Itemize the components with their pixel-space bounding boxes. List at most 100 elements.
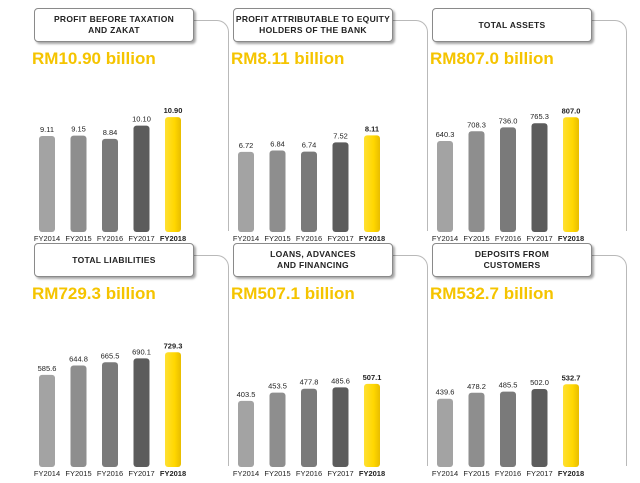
data-label: 708.3 — [467, 120, 486, 129]
category-label: FY2014 — [34, 469, 60, 478]
chart-panel: TOTAL ASSETS RM807.0 billion 640.3 FY2014 70… — [430, 8, 630, 243]
bar-fy2018 — [563, 384, 579, 467]
data-label: 665.5 — [101, 351, 120, 360]
bar-fy2017 — [332, 142, 349, 232]
bar-fy2018 — [563, 117, 579, 232]
chart-panel: DEPOSITS FROM CUSTOMERS RM532.7 billion 43… — [430, 243, 630, 478]
bar-fy2017 — [531, 123, 548, 232]
category-label: FY2016 — [296, 234, 322, 243]
data-label: 9.11 — [40, 125, 54, 134]
data-label: 7.52 — [333, 131, 348, 140]
headline-value: RM507.1 billion — [231, 284, 355, 303]
data-label: 640.3 — [436, 130, 455, 139]
data-label: 485.5 — [499, 381, 518, 390]
bar-fy2014 — [238, 400, 254, 467]
headline-value: RM807.0 billion — [430, 49, 554, 68]
chart-panel: PROFIT BEFORE TAXATION AND ZAKAT RM10.90 … — [32, 8, 232, 243]
headline-value: RM532.7 billion — [430, 284, 554, 303]
headline-value: RM10.90 billion — [32, 49, 156, 68]
data-label: 690.1 — [132, 347, 151, 356]
bar-fy2014 — [39, 374, 55, 467]
bar-fy2016 — [301, 151, 317, 232]
data-label: 439.6 — [436, 388, 455, 397]
chart-title: PROFIT ATTRIBUTABLE TO EQUITY HOLDERS OF… — [233, 8, 393, 42]
bar-fy2014 — [437, 140, 453, 232]
chart-title: DEPOSITS FROM CUSTOMERS — [432, 243, 592, 277]
bar-fy2015 — [269, 392, 286, 467]
data-label: 8.11 — [365, 124, 379, 133]
data-label: 736.0 — [499, 116, 518, 125]
bar-fy2015 — [269, 150, 286, 232]
bar-fy2018 — [364, 135, 380, 232]
category-label: FY2014 — [432, 469, 458, 478]
bar-fy2017 — [133, 358, 150, 467]
headline-value: RM8.11 billion — [231, 49, 345, 68]
data-label: 10.90 — [164, 106, 183, 115]
category-label: FY2017 — [526, 469, 552, 478]
bar-fy2016 — [500, 391, 516, 467]
bar-fy2017 — [332, 387, 349, 467]
bar-chart: 6.72 FY2014 6.84 FY2015 6.74 FY2016 7.52 FY2017… — [233, 124, 385, 243]
headline-value: RM729.3 billion — [32, 284, 156, 303]
category-label: FY2018 — [558, 469, 584, 478]
data-label: 765.3 — [530, 112, 549, 121]
data-label: 729.3 — [164, 341, 183, 350]
data-label: 585.6 — [38, 364, 57, 373]
category-label: FY2018 — [359, 234, 385, 243]
category-label: FY2015 — [65, 234, 91, 243]
bar-fy2014 — [39, 136, 55, 232]
category-label: FY2014 — [233, 234, 259, 243]
bar-fy2018 — [165, 352, 181, 467]
bar-chart: 439.6 FY2014 478.2 FY2015 485.5 FY2016 502.0 FY… — [432, 373, 584, 478]
category-label: FY2015 — [264, 234, 290, 243]
data-label: 507.1 — [363, 373, 382, 382]
bar-fy2016 — [301, 388, 317, 467]
data-label: 477.8 — [300, 378, 319, 387]
data-label: 10.10 — [132, 115, 151, 124]
data-label: 485.6 — [331, 376, 350, 385]
category-label: FY2017 — [327, 234, 353, 243]
data-label: 6.84 — [270, 139, 285, 148]
category-label: FY2016 — [97, 234, 123, 243]
bar-fy2014 — [238, 151, 254, 232]
category-label: FY2015 — [264, 469, 290, 478]
category-label: FY2018 — [160, 469, 186, 478]
category-label: FY2018 — [160, 234, 186, 243]
bar-fy2018 — [165, 117, 181, 232]
bar-fy2015 — [468, 392, 485, 467]
category-label: FY2016 — [97, 469, 123, 478]
bar-fy2016 — [102, 362, 118, 467]
category-label: FY2018 — [558, 234, 584, 243]
category-label: FY2015 — [463, 234, 489, 243]
bar-fy2018 — [364, 383, 380, 467]
data-label: 807.0 — [562, 106, 581, 115]
category-label: FY2018 — [359, 469, 385, 478]
category-label: FY2016 — [495, 234, 521, 243]
chart-panel: TOTAL LIABILITIES RM729.3 billion 585.6 FY2… — [32, 243, 232, 478]
data-label: 8.84 — [103, 128, 118, 137]
data-label: 6.74 — [302, 141, 317, 150]
category-label: FY2016 — [296, 469, 322, 478]
data-label: 478.2 — [467, 382, 486, 391]
data-label: 6.72 — [239, 141, 254, 150]
category-label: FY2016 — [495, 469, 521, 478]
bar-fy2015 — [70, 365, 87, 467]
chart-title: PROFIT BEFORE TAXATION AND ZAKAT — [34, 8, 194, 42]
category-label: FY2014 — [34, 234, 60, 243]
chart-title: TOTAL ASSETS — [432, 8, 592, 42]
data-label: 403.5 — [237, 390, 256, 399]
category-label: FY2014 — [233, 469, 259, 478]
category-label: FY2015 — [65, 469, 91, 478]
data-label: 453.5 — [268, 382, 287, 391]
bar-fy2015 — [468, 131, 485, 232]
data-label: 532.7 — [562, 373, 581, 382]
bar-chart: 9.11 FY2014 9.15 FY2015 8.84 FY2016 10.10 FY201… — [34, 106, 186, 243]
bar-chart: 640.3 FY2014 708.3 FY2015 736.0 FY2016 765.3 FY… — [432, 106, 584, 243]
bar-fy2015 — [70, 135, 87, 232]
bar-fy2017 — [531, 389, 548, 467]
bar-fy2017 — [133, 125, 150, 232]
chart-title: LOANS, ADVANCES AND FINANCING — [233, 243, 393, 277]
bar-chart: 585.6 FY2014 644.8 FY2015 665.5 FY2016 690.1 FY… — [34, 341, 186, 478]
category-label: FY2017 — [526, 234, 552, 243]
data-label: 502.0 — [530, 378, 549, 387]
